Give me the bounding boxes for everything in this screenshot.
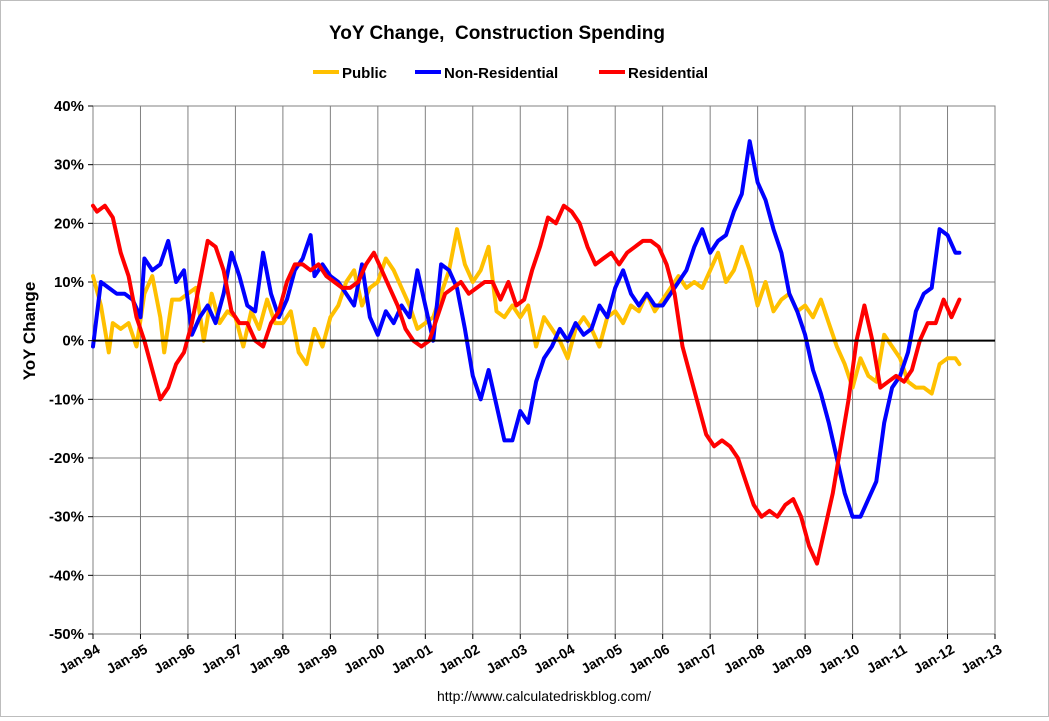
y-tick-label: 0% [62, 333, 84, 350]
x-tick-label: Jan-02 [436, 641, 483, 677]
x-tick-label: Jan-13 [958, 641, 1005, 677]
x-tick-label: Jan-94 [56, 641, 103, 677]
legend-label: Public [342, 65, 387, 82]
grid [92, 105, 996, 635]
series-line-non-residential [91, 139, 962, 519]
x-tick-label: Jan-98 [246, 641, 293, 677]
x-tick-label: Jan-11 [864, 641, 910, 677]
x-axis-ticks: Jan-94 Jan-95 Jan-96 Jan-97 Jan-98 Jan-99 Jan-… [56, 634, 1005, 677]
x-tick-label: Jan-04 [531, 641, 578, 677]
chart-title: YoY Change, Construction Spending [329, 23, 665, 44]
legend-label: Residential [628, 65, 708, 82]
x-tick-label: Jan-10 [816, 641, 863, 677]
plot-area [92, 105, 996, 635]
x-tick-label: Jan-96 [151, 641, 198, 677]
x-tick-label: Jan-00 [341, 641, 388, 677]
y-tick-label: -30% [49, 509, 84, 526]
y-tick-label: -50% [49, 626, 84, 643]
x-tick-label: Jan-09 [768, 641, 815, 677]
legend-label: Non-Residential [444, 65, 558, 82]
x-tick-label: Jan-95 [104, 641, 151, 677]
x-tick-label: Jan-03 [483, 641, 530, 677]
x-tick-label: Jan-05 [578, 641, 625, 677]
y-axis-label: YoY Change [20, 282, 39, 381]
x-tick-label: Jan-08 [721, 641, 768, 677]
x-tick-label: Jan-97 [199, 641, 246, 677]
y-tick-label: -40% [49, 567, 84, 584]
y-tick-label: -10% [49, 391, 84, 408]
x-tick-label: Jan-01 [388, 641, 435, 677]
series-line-residential [91, 203, 962, 566]
y-axis-ticks: 40% 30% 20% 10% 0% -10% -20% -30% -40% -50% [49, 98, 93, 643]
legend: Public Non-Residential Residential [313, 65, 708, 82]
x-tick-label: Jan-12 [911, 641, 958, 677]
y-tick-label: -20% [49, 450, 84, 467]
y-tick-label: 10% [54, 274, 84, 291]
source-url: http://www.calculatedriskblog.com/ [437, 688, 651, 704]
y-tick-label: 20% [54, 215, 84, 232]
y-tick-label: 30% [54, 157, 84, 174]
series-layer [91, 139, 962, 566]
y-tick-label: 40% [54, 98, 84, 115]
x-tick-label: Jan-06 [626, 641, 673, 677]
x-tick-label: Jan-07 [673, 641, 720, 677]
x-tick-label: Jan-99 [293, 641, 340, 677]
